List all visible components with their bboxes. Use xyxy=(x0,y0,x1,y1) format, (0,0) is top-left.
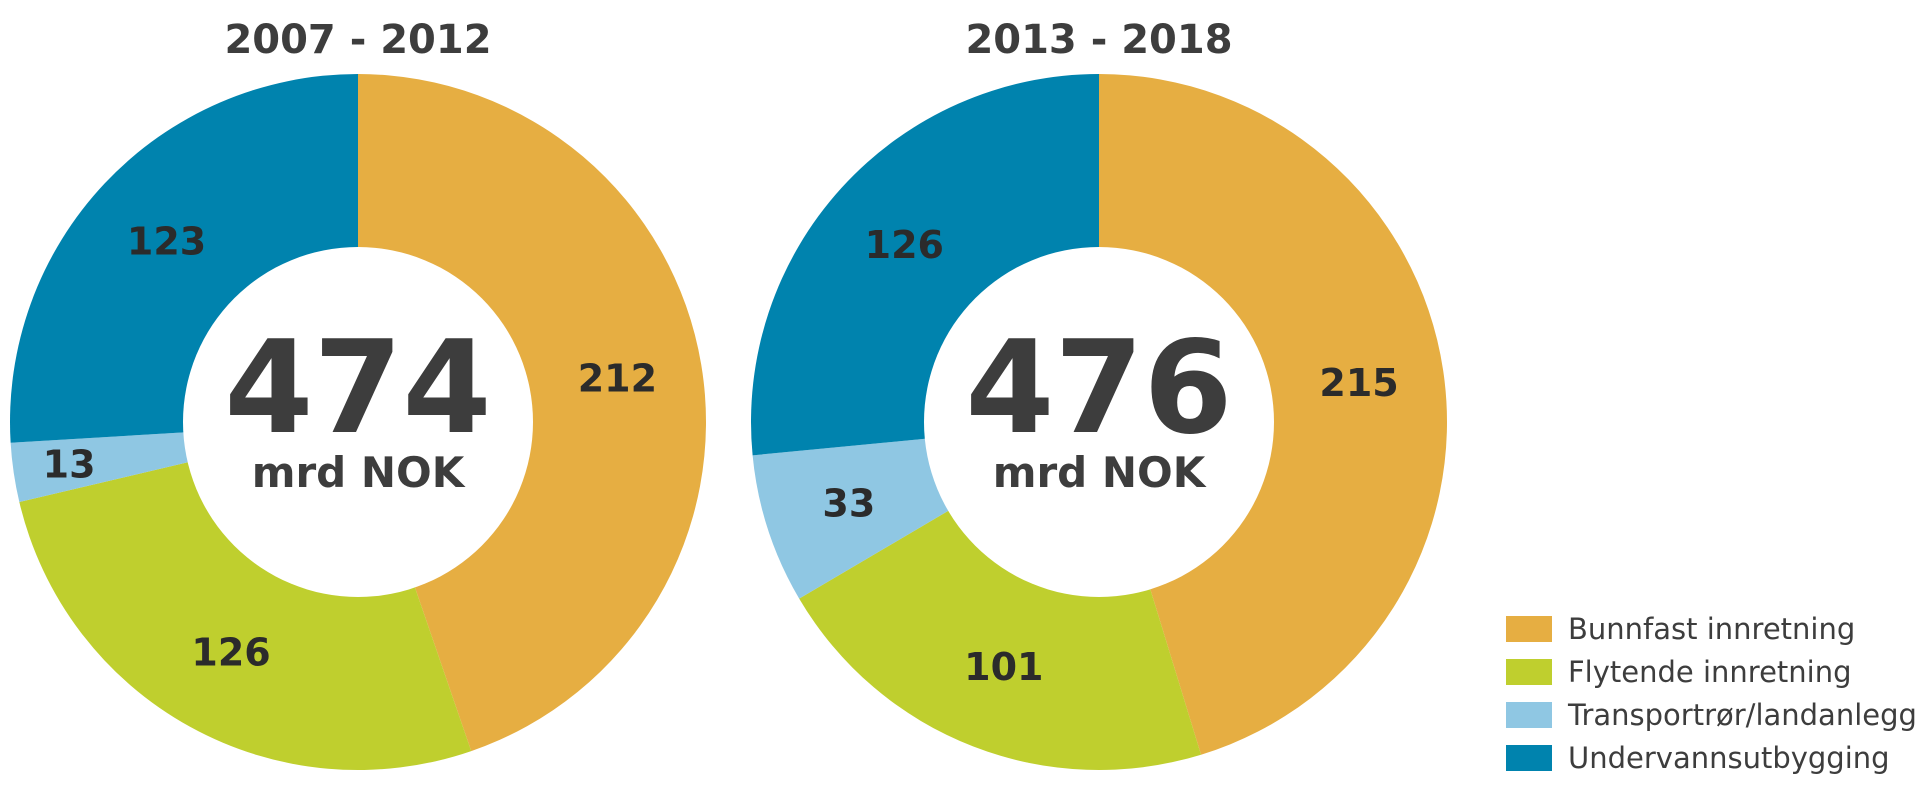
slice-label-bunnfast-innretning: 215 xyxy=(1319,361,1398,405)
legend: Bunnfast innretning Flytende innretning Tr… xyxy=(1506,612,1917,775)
legend-label-transportr-r-landanlegg: Transportrør/landanlegg xyxy=(1567,698,1917,732)
donut-hole xyxy=(924,247,1274,597)
legend-label-bunnfast-innretning: Bunnfast innretning xyxy=(1568,612,1855,646)
donut-2007-2012: 2007 - 2012 474 mrd NOK 212 126 13 123 xyxy=(9,17,706,770)
legend-label-flytende-innretning: Flytende innretning xyxy=(1568,655,1852,689)
legend-label-undervannsutbygging: Undervannsutbygging xyxy=(1568,741,1890,775)
slice-label-flytende-innretning: 126 xyxy=(191,630,270,674)
legend-swatch-flytende-innretning xyxy=(1506,659,1552,685)
chart-title: 2013 - 2018 xyxy=(965,17,1232,63)
donut-hole xyxy=(183,247,533,597)
legend-swatch-undervannsutbygging xyxy=(1506,745,1552,771)
slice-labels: 215 101 33 126 xyxy=(822,223,1398,689)
total-value: 476 xyxy=(965,314,1232,463)
donut-2013-2018: 2013 - 2018 476 mrd NOK 215 101 33 126 xyxy=(751,17,1448,770)
slice-label-bunnfast-innretning: 212 xyxy=(578,357,657,401)
slice-labels: 212 126 13 123 xyxy=(43,220,657,675)
legend-swatch-bunnfast-innretning xyxy=(1506,616,1552,642)
chart-title: 2007 - 2012 xyxy=(224,17,491,63)
slice-label-transportr-r-landanlegg: 33 xyxy=(822,481,875,525)
total-unit: mrd NOK xyxy=(993,448,1207,497)
slice-label-flytende-innretning: 101 xyxy=(964,645,1043,689)
total-unit: mrd NOK xyxy=(252,448,466,497)
total-value: 474 xyxy=(224,314,491,463)
legend-swatch-transportr-r-landanlegg xyxy=(1506,702,1552,728)
slice-label-undervannsutbygging: 123 xyxy=(127,220,206,264)
slice-label-undervannsutbygging: 126 xyxy=(865,223,944,267)
slice-label-transportr-r-landanlegg: 13 xyxy=(43,442,96,486)
